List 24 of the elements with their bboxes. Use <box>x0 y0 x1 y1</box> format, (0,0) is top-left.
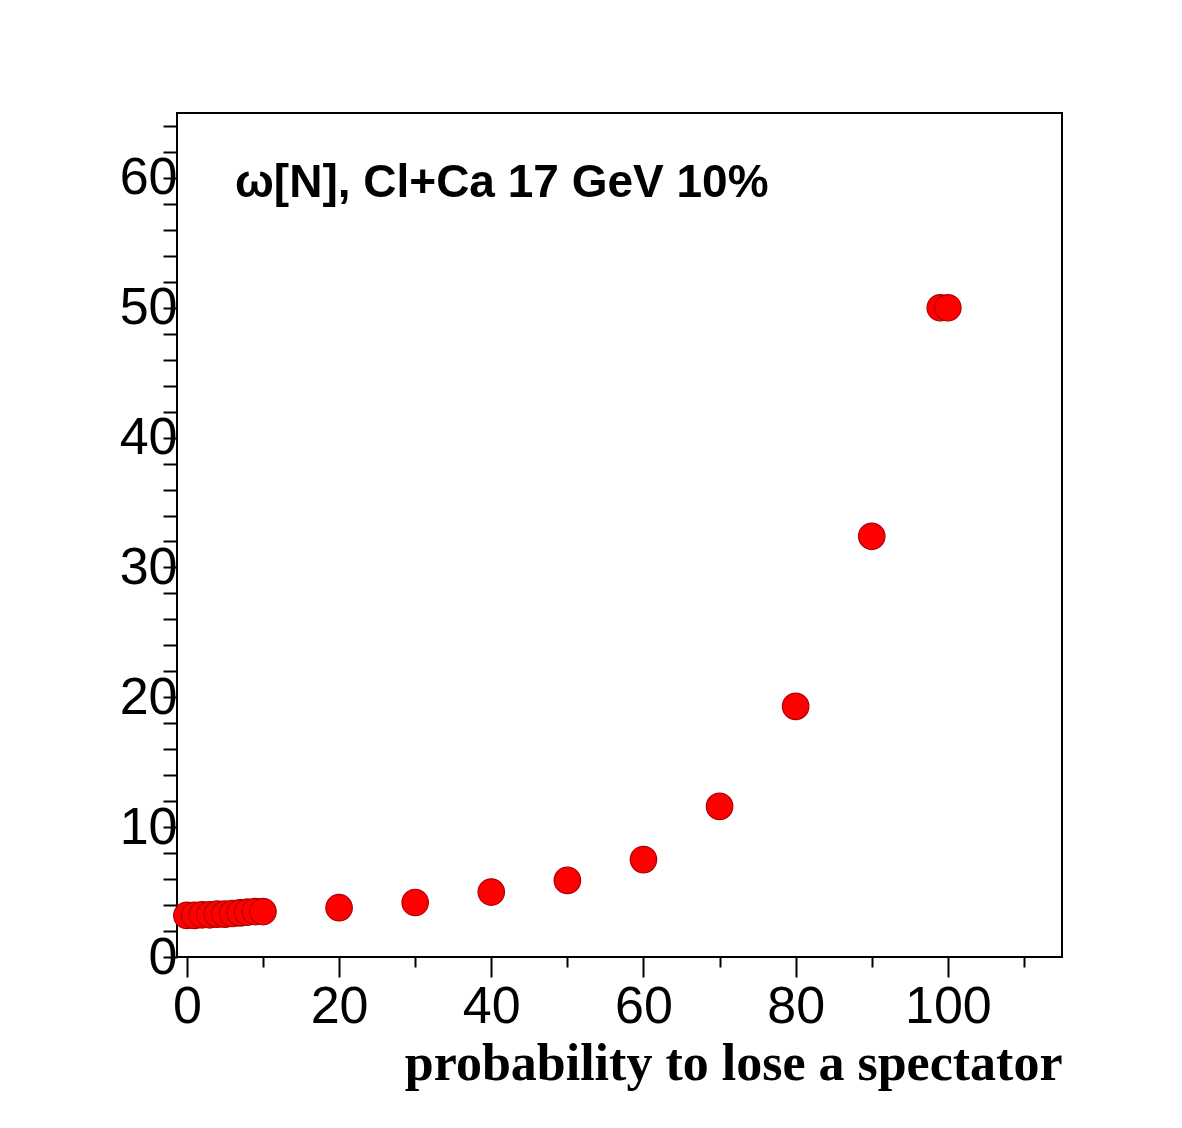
x-tick-label: 20 <box>310 975 369 1034</box>
point <box>629 845 658 874</box>
y-tick-label: 10 <box>119 796 178 855</box>
y-tick-label: 40 <box>119 407 178 466</box>
y-tick-label: 0 <box>148 926 178 985</box>
text: ω[N], Cl+Ca 17 GeV 10% <box>235 154 769 207</box>
point <box>705 792 734 821</box>
point <box>477 878 506 906</box>
x-tick-label: 40 <box>462 975 521 1034</box>
x-tick-label: 100 <box>904 975 992 1034</box>
point <box>401 888 430 917</box>
point <box>249 897 277 926</box>
y-tick-label: 50 <box>119 277 178 336</box>
point <box>781 692 810 721</box>
x-tick-label: 60 <box>615 975 673 1034</box>
y-tick-label: 20 <box>119 666 178 725</box>
point <box>857 522 886 551</box>
x-tick-label: 80 <box>767 975 826 1034</box>
x-axis-title: probability to lose a spectator <box>404 1033 1063 1091</box>
point <box>553 866 582 895</box>
y-tick-label: 60 <box>119 147 178 206</box>
point <box>325 893 353 922</box>
y-tick-label: 30 <box>119 536 178 595</box>
point <box>934 293 962 322</box>
